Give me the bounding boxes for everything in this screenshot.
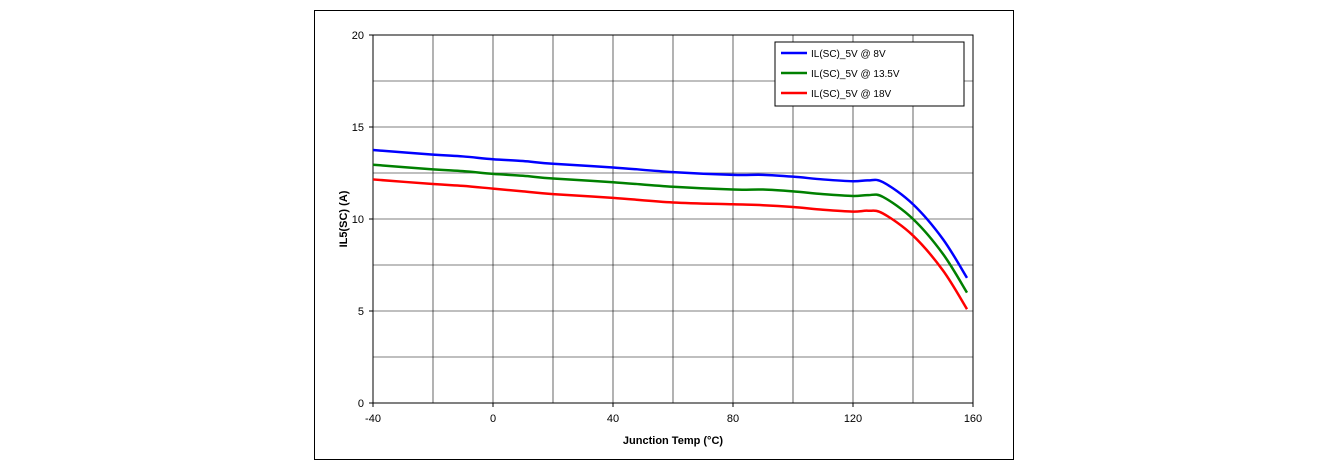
- legend-label-1: IL(SC)_5V @ 8V: [811, 49, 886, 60]
- x-tick-label: 0: [490, 413, 496, 425]
- x-tick-label: 160: [964, 413, 982, 425]
- y-tick-label: 0: [358, 398, 364, 410]
- x-tick-label: 40: [607, 413, 619, 425]
- y-tick-label: 20: [352, 30, 364, 42]
- x-tick-label: -40: [365, 413, 381, 425]
- series-lines: [372, 148, 969, 310]
- legend-label-2: IL(SC)_5V @ 13.5V: [811, 69, 900, 80]
- x-tick-label: 120: [844, 413, 862, 425]
- legend: IL(SC)_5V @ 8V IL(SC)_5V @ 13.5V IL(SC)_5V…: [774, 41, 965, 107]
- y-tick-label: 10: [352, 214, 364, 226]
- series-line-1: [372, 148, 969, 279]
- y-tick-label: 15: [352, 122, 364, 134]
- y-tick-label: 5: [358, 306, 364, 318]
- x-axis-title: Junction Temp (°C): [623, 435, 723, 447]
- series-line-2: [372, 163, 969, 294]
- series-line-3: [372, 178, 969, 310]
- legend-label-3: IL(SC)_5V @ 18V: [811, 89, 892, 100]
- y-axis-title: IL5(SC) (A): [338, 190, 350, 247]
- x-tick-label: 80: [727, 413, 739, 425]
